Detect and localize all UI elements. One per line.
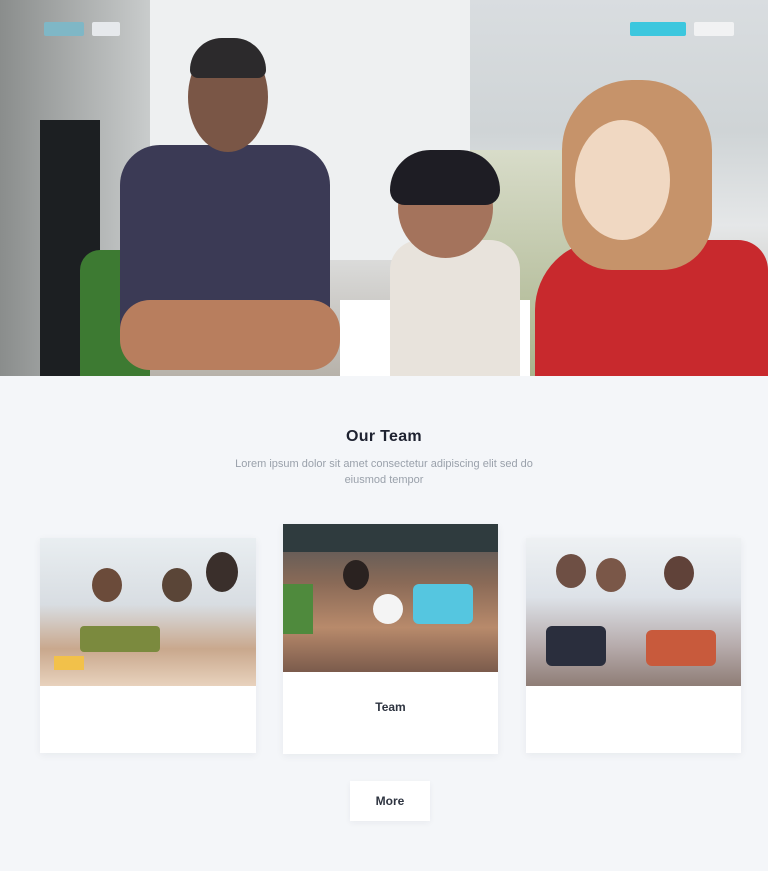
team-card-name: Team bbox=[375, 700, 406, 714]
hero-nav-right-label bbox=[694, 22, 734, 36]
team-section-subtitle: Lorem ipsum dolor sit amet consectetur a… bbox=[235, 458, 533, 486]
photo-person-3 bbox=[206, 552, 238, 592]
photo-person-blue bbox=[413, 584, 473, 624]
photo-object-green bbox=[80, 626, 160, 652]
photo-person-1 bbox=[556, 554, 586, 588]
hero-nav-left-label bbox=[92, 22, 120, 36]
photo-person-1 bbox=[92, 568, 122, 602]
photo-person-2 bbox=[162, 568, 192, 602]
photo-person-dark bbox=[343, 560, 369, 590]
photo-person-3 bbox=[664, 556, 694, 590]
team-cards: Team bbox=[0, 520, 768, 760]
team-card-photo bbox=[526, 538, 741, 686]
photo-person-orange-shirt bbox=[646, 630, 716, 666]
hero-person-middle-hair bbox=[390, 150, 500, 205]
hero-accent-button[interactable] bbox=[630, 22, 686, 36]
hero-image bbox=[0, 0, 768, 376]
team-card[interactable] bbox=[526, 538, 741, 753]
team-card-photo bbox=[283, 524, 498, 672]
photo-person-dark-shirt bbox=[546, 626, 606, 666]
team-section-title: Our Team bbox=[346, 428, 422, 445]
team-card[interactable] bbox=[40, 538, 256, 753]
photo-object-yellow bbox=[54, 656, 84, 670]
more-button[interactable]: More bbox=[350, 781, 430, 821]
team-card-featured[interactable]: Team bbox=[283, 524, 498, 754]
hero-person-right-face bbox=[575, 120, 670, 240]
hero-nav-right[interactable] bbox=[630, 22, 740, 42]
photo-person-white bbox=[373, 594, 403, 624]
team-card-photo bbox=[40, 538, 256, 686]
photo-ceiling bbox=[283, 524, 498, 552]
hero-nav-left[interactable] bbox=[44, 22, 154, 42]
hero-person-left-arms bbox=[120, 300, 340, 370]
photo-plant bbox=[283, 584, 313, 634]
hero-logo-icon bbox=[44, 22, 84, 36]
photo-person-2 bbox=[596, 558, 626, 592]
hero-person-left-hair bbox=[190, 38, 266, 78]
hero-person-middle-body bbox=[390, 240, 520, 376]
